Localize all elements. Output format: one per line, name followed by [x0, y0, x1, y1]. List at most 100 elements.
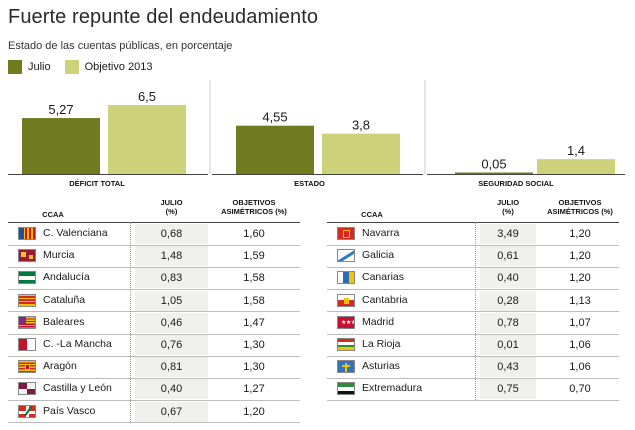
region-name: Extremadura	[362, 382, 423, 395]
objetivo-value: 1,20	[569, 228, 591, 240]
region-name: Murcia	[43, 249, 75, 262]
data-label: 4,55	[262, 110, 287, 125]
row-rule	[8, 266, 300, 268]
flag-icon	[18, 293, 36, 307]
objetivo-value: 1,27	[243, 383, 265, 396]
objetivo-value: 1,47	[243, 316, 265, 329]
row-rule	[327, 311, 619, 313]
legend-label-objetivo: Objetivo 2013	[84, 61, 153, 73]
data-label: 3,8	[352, 118, 370, 133]
objetivo-value: 1,20	[243, 405, 265, 418]
row-rule	[8, 311, 300, 313]
row-rule	[8, 377, 300, 379]
legend-item-objetivo: Objetivo 2013	[64, 60, 153, 74]
julio-value: 0,40	[480, 268, 536, 289]
page-title: Fuerte repunte del endeudamiento	[8, 6, 319, 28]
objetivo-value: 1,06	[569, 339, 591, 351]
objetivo-value: 1,20	[569, 272, 591, 285]
bar-julio-0	[22, 118, 100, 174]
bar-objetivo-0	[108, 105, 186, 174]
legend-label-julio: Julio	[28, 61, 51, 73]
flag-icon	[337, 249, 355, 263]
julio-value: 0,43	[480, 357, 536, 378]
row-rule	[8, 422, 300, 424]
data-label: 5,27	[48, 102, 73, 117]
region-name: Cantabria	[362, 293, 408, 306]
table-row: C. Valenciana 0,68 1,60	[8, 224, 300, 244]
data-label: 0,05	[481, 157, 506, 172]
objetivo-value: 1,60	[243, 228, 265, 240]
flag-icon	[18, 315, 36, 329]
region-name: Canarias	[362, 271, 405, 284]
header-objetivos: OBJETIVOS ASIMÉTRICOS (%)	[221, 198, 287, 216]
region-name: Baleares	[43, 315, 85, 328]
flag-icon	[337, 293, 355, 307]
objetivo-value: 1,58	[243, 272, 265, 285]
region-name: Galicia	[362, 249, 395, 262]
ccaa-table-left: CCAA JULIO (%) OBJETIVOS ASIMÉTRICOS (%) C…	[8, 198, 308, 430]
flag-icon	[18, 249, 36, 263]
table-row: C. -La Mancha 0,76 1,30	[8, 335, 300, 355]
row-rule	[327, 377, 619, 379]
objetivo-value: 1,06	[569, 361, 591, 374]
objetivo-value: 1,58	[243, 294, 265, 307]
header-ccaa: CCAA	[42, 210, 64, 219]
julio-value: 0,78	[480, 312, 536, 333]
category-label: SEGURIDAD SOCIAL	[478, 179, 554, 188]
flag-icon	[337, 382, 355, 396]
julio-value: 0,75	[480, 379, 536, 400]
header-rule	[327, 222, 619, 223]
region-name: Navarra	[362, 227, 400, 239]
category-label: DÉFICIT TOTAL	[69, 179, 125, 188]
header-objetivos: OBJETIVOS ASIMÉTRICOS (%)	[547, 198, 613, 216]
flag-icon	[18, 271, 36, 285]
bar-chart: 5,27 6,5 DÉFICIT TOTAL 4,55 3,8 ESTADO 0,05 1,4…	[8, 80, 625, 188]
row-rule	[327, 244, 619, 246]
table-row: Canarias 0,40 1,20	[327, 268, 619, 289]
region-name: País Vasco	[43, 404, 96, 417]
table-row: Aragón 0,81 1,30	[8, 357, 300, 378]
flag-icon	[18, 382, 36, 396]
bar-objetivo-2	[537, 159, 615, 174]
julio-value: 0,67	[135, 401, 208, 422]
julio-value: 0,61	[480, 246, 536, 267]
data-label: 6,5	[138, 89, 156, 104]
julio-value: 0,81	[135, 357, 208, 378]
flag-icon	[18, 360, 36, 374]
flag-icon	[18, 338, 36, 351]
objetivo-value: 0,70	[569, 383, 591, 396]
julio-value: 0,28	[480, 290, 536, 311]
julio-value: 0,01	[480, 335, 536, 355]
region-name: Aragón	[43, 360, 77, 373]
table-row: Cantabria 0,28 1,13	[327, 290, 619, 311]
objetivo-value: 1,20	[569, 250, 591, 263]
row-rule	[8, 244, 300, 246]
julio-value: 3,49	[480, 224, 536, 244]
dotted-divider	[130, 222, 131, 422]
region-name: C. Valenciana	[43, 227, 108, 239]
row-rule	[327, 289, 619, 291]
ccaa-table-right: CCAA JULIO (%) OBJETIVOS ASIMÉTRICOS (%) N…	[327, 198, 627, 430]
table-row: Galicia 0,61 1,20	[327, 246, 619, 267]
row-rule	[327, 400, 619, 402]
objetivo-value: 1,30	[243, 339, 265, 351]
row-rule	[8, 355, 300, 357]
table-row: País Vasco 0,67 1,20	[8, 401, 300, 422]
flag-icon: ★★★	[337, 315, 355, 329]
objetivo-value: 1,30	[243, 361, 265, 374]
julio-value: 1,05	[135, 290, 208, 311]
table-row: Navarra 3,49 1,20	[327, 224, 619, 244]
julio-value: 0,76	[135, 335, 208, 355]
bar-objetivo-1	[322, 133, 400, 174]
category-label: ESTADO	[294, 179, 325, 188]
row-rule	[327, 355, 619, 357]
table-row: Baleares 0,46 1,47	[8, 312, 300, 333]
julio-value: 0,83	[135, 268, 208, 289]
legend: Julio Objetivo 2013	[8, 59, 167, 75]
flag-icon	[337, 271, 355, 285]
region-name: Asturias	[362, 360, 400, 373]
chart-subtitle: Estado de las cuentas públicas, en porce…	[8, 40, 233, 52]
row-rule	[8, 289, 300, 291]
table-row: Asturias 0,43 1,06	[327, 357, 619, 378]
table-row: Extremadura 0,75 0,70	[327, 379, 619, 400]
